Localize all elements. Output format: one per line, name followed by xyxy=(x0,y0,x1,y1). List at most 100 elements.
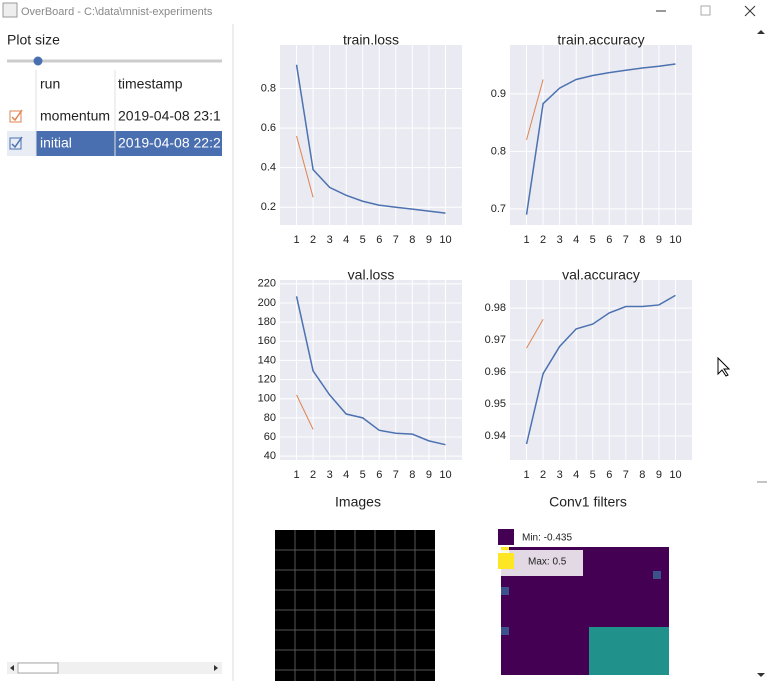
x-tick-label: 6 xyxy=(606,234,612,246)
filter-cell xyxy=(629,563,637,571)
filter-cell xyxy=(637,659,645,667)
filter-cell xyxy=(605,667,613,675)
chart-title: train.accuracy xyxy=(557,32,644,48)
filter-cell xyxy=(653,667,661,675)
filter-cell xyxy=(533,619,541,627)
checkbox-initial[interactable] xyxy=(9,137,22,150)
filter-cell xyxy=(501,635,509,643)
filter-cell xyxy=(597,643,605,651)
y-tick-label: 0.95 xyxy=(485,398,506,410)
maximize-button[interactable] xyxy=(700,5,711,16)
x-tick-label: 3 xyxy=(327,469,333,481)
filter-cell xyxy=(605,571,613,579)
filter-cell xyxy=(557,579,565,587)
filter-cell xyxy=(541,651,549,659)
filter-cell xyxy=(517,627,525,635)
x-tick-label: 3 xyxy=(557,469,563,481)
x-tick-label: 3 xyxy=(557,234,563,246)
filter-cell xyxy=(637,627,645,635)
filter-cell xyxy=(661,579,669,587)
header-timestamp: timestamp xyxy=(118,76,183,92)
filter-cell xyxy=(581,651,589,659)
filter-cell xyxy=(549,603,557,611)
filter-cell xyxy=(517,595,525,603)
x-tick-label: 8 xyxy=(639,234,645,246)
max-label: Max: 0.5 xyxy=(528,557,567,568)
filter-cell xyxy=(613,659,621,667)
filter-cell xyxy=(589,555,597,563)
filter-cell xyxy=(645,563,653,571)
filter-cell xyxy=(637,643,645,651)
x-tick-label: 7 xyxy=(623,234,629,246)
filter-cell xyxy=(597,579,605,587)
y-tick-label: 40 xyxy=(264,450,276,462)
filter-cell xyxy=(525,635,533,643)
y-tick-label: 200 xyxy=(258,297,276,309)
filter-cell xyxy=(661,603,669,611)
filter-cell xyxy=(621,595,629,603)
filter-cell xyxy=(533,603,541,611)
filter-cell xyxy=(533,643,541,651)
filter-cell xyxy=(557,627,565,635)
filter-cell xyxy=(565,587,573,595)
slider-handle[interactable] xyxy=(33,56,43,66)
filter-cell xyxy=(517,611,525,619)
filter-cell xyxy=(501,611,509,619)
close-button[interactable] xyxy=(744,5,756,17)
filter-cell xyxy=(613,643,621,651)
filter-cell xyxy=(613,579,621,587)
filter-cell xyxy=(621,651,629,659)
filter-cell xyxy=(533,595,541,603)
filter-cell xyxy=(597,635,605,643)
y-tick-label: 0.6 xyxy=(261,122,276,134)
filter-cell xyxy=(645,571,653,579)
filter-cell xyxy=(653,643,661,651)
filter-cell xyxy=(517,579,525,587)
x-tick-label: 5 xyxy=(360,469,366,481)
filter-cell xyxy=(501,619,509,627)
filter-cell xyxy=(645,555,653,563)
filter-cell xyxy=(621,611,629,619)
filter-cell xyxy=(653,603,661,611)
filter-cell xyxy=(581,579,589,587)
h-scroll-thumb[interactable] xyxy=(17,662,59,674)
x-tick-label: 3 xyxy=(327,234,333,246)
filter-cell xyxy=(597,595,605,603)
filter-cell xyxy=(525,643,533,651)
filter-cell xyxy=(589,611,597,619)
filter-cell xyxy=(581,611,589,619)
filter-cell xyxy=(533,651,541,659)
filter-cell xyxy=(573,635,581,643)
filter-cell xyxy=(605,619,613,627)
filter-cell xyxy=(621,547,629,555)
min-label: Min: -0.435 xyxy=(522,533,572,544)
filter-cell xyxy=(629,547,637,555)
filter-cell xyxy=(501,587,509,595)
filter-cell xyxy=(621,587,629,595)
filter-cell xyxy=(581,587,589,595)
x-tick-label: 2 xyxy=(310,234,316,246)
h-scrollbar[interactable] xyxy=(7,662,222,674)
filter-cell xyxy=(605,603,613,611)
filter-cell xyxy=(573,603,581,611)
series-line xyxy=(295,64,446,214)
filter-cell xyxy=(637,555,645,563)
series-line xyxy=(296,135,314,198)
filter-cell xyxy=(581,555,589,563)
filter-cell xyxy=(653,619,661,627)
filter-cell xyxy=(613,563,621,571)
filter-cell xyxy=(645,643,653,651)
filter-cell xyxy=(589,563,597,571)
filter-cell xyxy=(661,571,669,579)
app-icon xyxy=(2,2,18,18)
filter-cell xyxy=(629,651,637,659)
y-tick-label: 160 xyxy=(258,335,276,347)
filter-cell xyxy=(509,603,517,611)
y-tick-label: 120 xyxy=(258,373,276,385)
filter-cell xyxy=(573,619,581,627)
filter-cell xyxy=(549,611,557,619)
checkbox-momentum[interactable] xyxy=(9,110,22,123)
filter-cell xyxy=(589,635,597,643)
filter-cell xyxy=(557,651,565,659)
